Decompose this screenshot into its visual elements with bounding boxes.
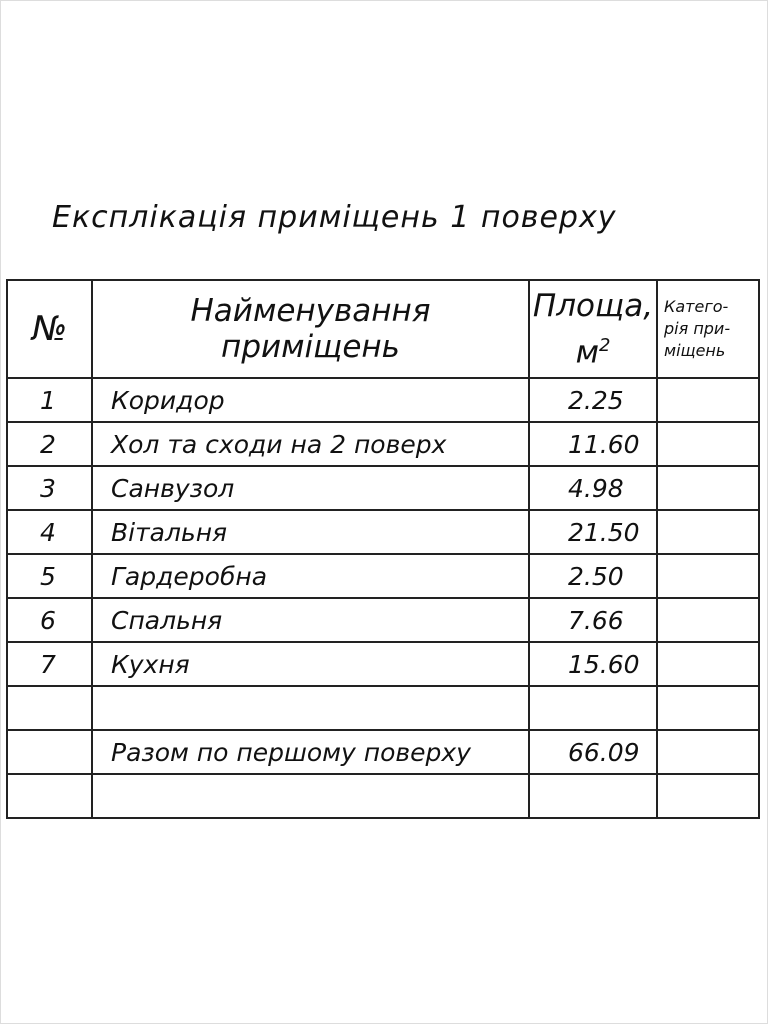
cell-name: Гардеробна — [91, 553, 530, 599]
cell-number: 5 — [6, 553, 93, 599]
header-name-line1: Найменування — [190, 293, 431, 329]
cell-area: 4.98 — [528, 465, 658, 511]
cell-area — [528, 773, 658, 819]
cell-number: 1 — [6, 377, 93, 423]
header-area-line1: Площа, — [532, 287, 654, 324]
cell-area — [528, 685, 658, 731]
header-category-line1: Катего- — [664, 297, 729, 316]
cell-number: 3 — [6, 465, 93, 511]
cell-category — [656, 685, 760, 731]
cell-category — [656, 773, 760, 819]
cell-name: Кухня — [91, 641, 530, 687]
table-row: 1 Коридор 2.25 — [6, 377, 760, 423]
table-row: 5 Гардеробна 2.50 — [6, 553, 760, 599]
cell-area: 66.09 — [528, 729, 658, 775]
table-row: 4 Вітальня 21.50 — [6, 509, 760, 555]
cell-category — [656, 377, 760, 423]
header-name-line2: приміщень — [221, 329, 400, 365]
header-area-unit: м — [575, 334, 599, 371]
cell-name — [91, 685, 530, 731]
cell-number: 4 — [6, 509, 93, 555]
rooms-table: № Найменування приміщень Площа, м2 Катег… — [6, 279, 760, 819]
table-row: Разом по першому поверху 66.09 — [6, 729, 760, 775]
header-category-line2: рія при- — [664, 319, 731, 338]
header-number: № — [6, 279, 93, 379]
cell-name — [91, 773, 530, 819]
table-row — [6, 685, 760, 731]
document-title: Експлікація приміщень 1 поверху — [52, 200, 617, 235]
cell-number — [6, 773, 93, 819]
cell-number: 2 — [6, 421, 93, 467]
cell-name: Спальня — [91, 597, 530, 643]
header-category-line3: міщень — [664, 341, 726, 360]
cell-area: 11.60 — [528, 421, 658, 467]
table-row: 2 Хол та сходи на 2 поверх 11.60 — [6, 421, 760, 467]
cell-category — [656, 509, 760, 555]
cell-name: Хол та сходи на 2 поверх — [91, 421, 530, 467]
cell-area: 2.25 — [528, 377, 658, 423]
cell-area: 7.66 — [528, 597, 658, 643]
cell-number: 7 — [6, 641, 93, 687]
cell-number — [6, 685, 93, 731]
header-category: Катего- рія при- міщень — [656, 279, 760, 379]
cell-name: Вітальня — [91, 509, 530, 555]
table-row: 7 Кухня 15.60 — [6, 641, 760, 687]
cell-category — [656, 421, 760, 467]
cell-area: 15.60 — [528, 641, 658, 687]
header-area-sup: 2 — [598, 334, 611, 356]
table-row — [6, 773, 760, 819]
cell-number: 6 — [6, 597, 93, 643]
cell-category — [656, 553, 760, 599]
cell-area: 21.50 — [528, 509, 658, 555]
cell-name: Коридор — [91, 377, 530, 423]
cell-category — [656, 729, 760, 775]
table-row: 3 Санвузол 4.98 — [6, 465, 760, 511]
table-row: 6 Спальня 7.66 — [6, 597, 760, 643]
header-area-line2: м2 — [530, 326, 656, 372]
cell-name: Санвузол — [91, 465, 530, 511]
header-area: Площа, м2 — [528, 279, 658, 379]
cell-area: 2.50 — [528, 553, 658, 599]
header-row: № Найменування приміщень Площа, м2 Катег… — [6, 279, 760, 379]
cell-name: Разом по першому поверху — [91, 729, 530, 775]
cell-category — [656, 597, 760, 643]
cell-category — [656, 641, 760, 687]
cell-number — [6, 729, 93, 775]
header-name: Найменування приміщень — [91, 279, 530, 379]
cell-category — [656, 465, 760, 511]
